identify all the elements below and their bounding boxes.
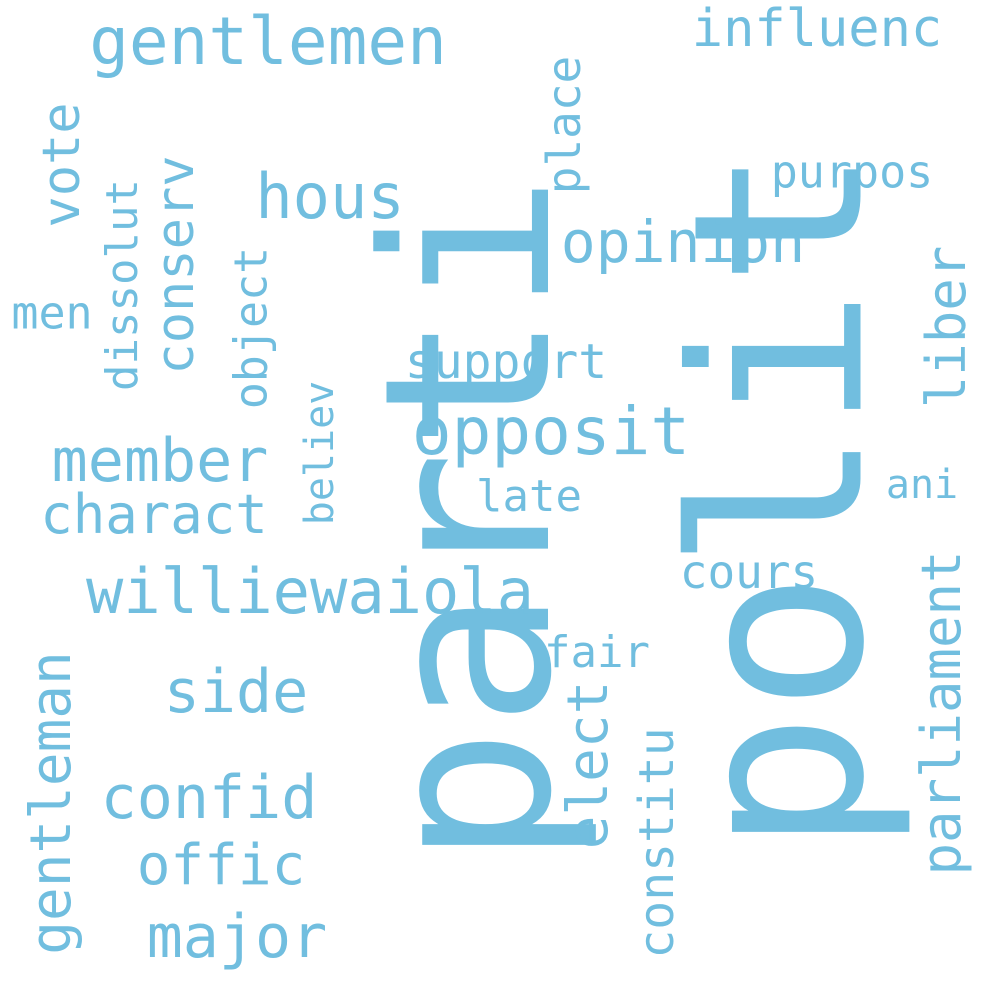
- word-member: member: [51, 426, 269, 496]
- word-gentleman: gentleman: [19, 651, 84, 955]
- word-late: late: [476, 471, 582, 522]
- word-parliament: parliament: [910, 550, 973, 876]
- word-vote: vote: [32, 102, 92, 228]
- word-opinion: opinion: [560, 208, 806, 276]
- word-major: major: [146, 902, 328, 972]
- word-ani: ani: [885, 462, 959, 508]
- word-offic: offic: [136, 833, 306, 898]
- word-liber: liber: [915, 245, 978, 409]
- word-support: support: [404, 334, 608, 390]
- word-hous: hous: [255, 160, 405, 233]
- word-charact: charact: [40, 483, 268, 546]
- word-object: object: [224, 246, 278, 410]
- word-conserv: conserv: [146, 155, 206, 375]
- word-opposit: opposit: [411, 393, 691, 470]
- word-fair: fair: [544, 627, 650, 678]
- word-influenc: influenc: [691, 0, 943, 59]
- word-confid: confid: [100, 763, 318, 833]
- word-place: place: [537, 55, 591, 195]
- word-purpos: purpos: [770, 145, 934, 199]
- word-constitu: constitu: [629, 727, 685, 959]
- word-cours: cours: [679, 545, 819, 599]
- word-dissolut: dissolut: [97, 179, 148, 391]
- word-williewaiola: williewaiola: [86, 555, 534, 628]
- word-men: men: [11, 286, 93, 340]
- word-elect: elect: [556, 680, 621, 850]
- word-gentlemen: gentlemen: [89, 3, 447, 80]
- word-side: side: [163, 657, 309, 727]
- word-believ: believ: [297, 380, 343, 526]
